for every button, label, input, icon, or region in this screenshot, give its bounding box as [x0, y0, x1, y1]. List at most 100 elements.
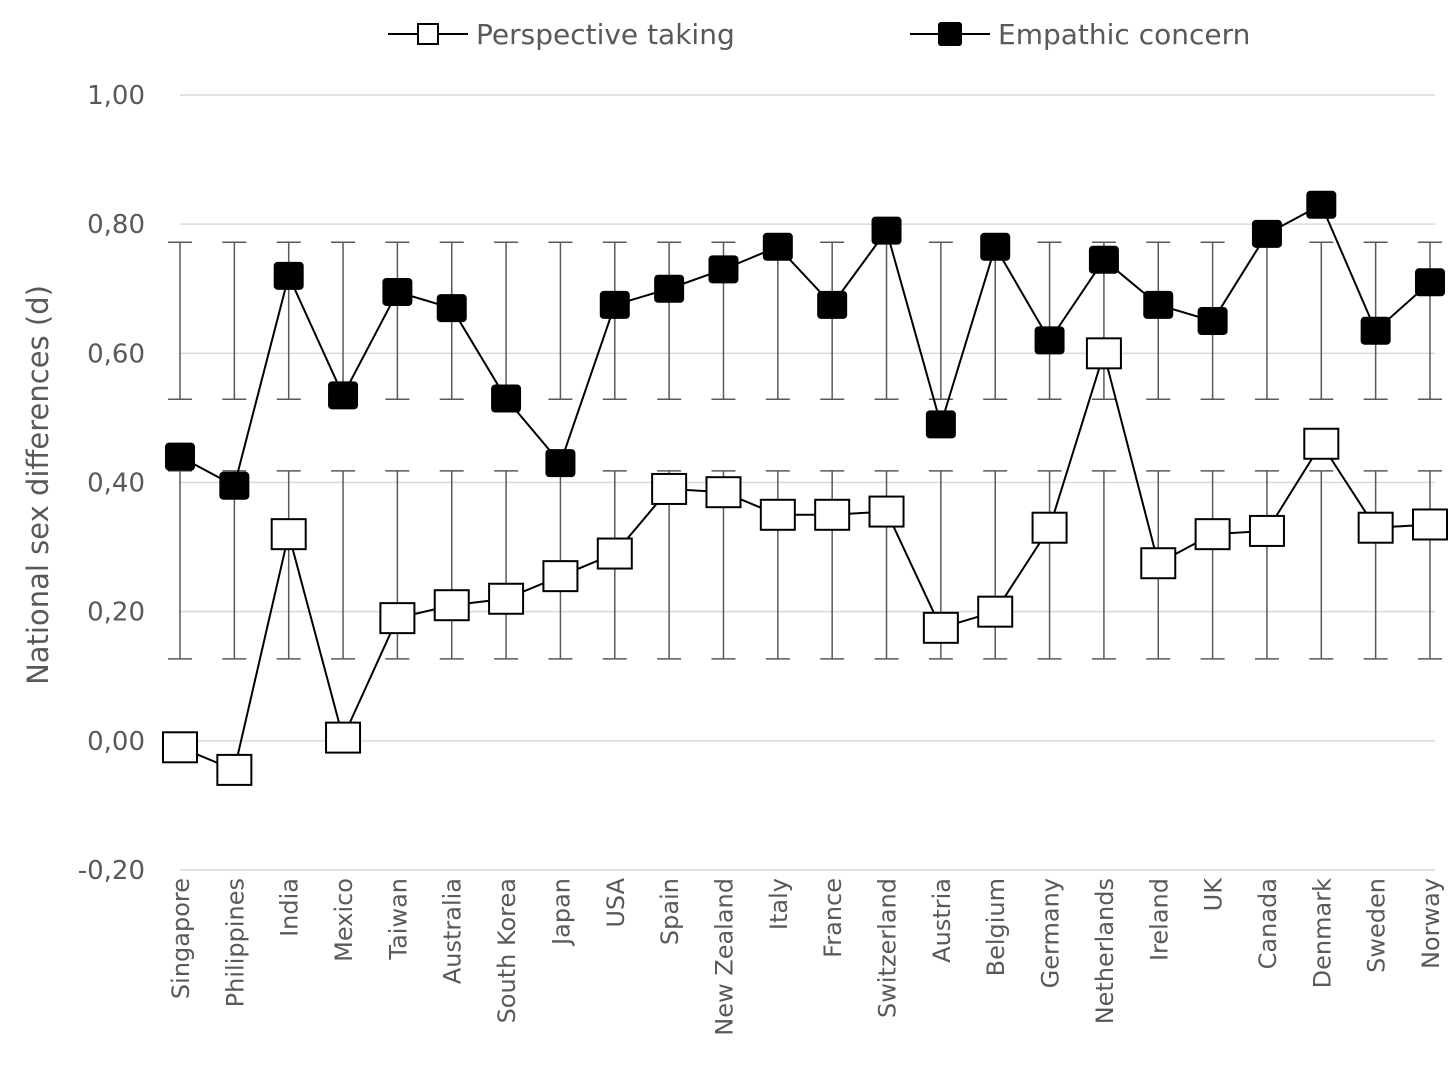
legend: Perspective taking Empathic concern [388, 18, 1250, 51]
data-point-perspective-taking [759, 498, 796, 531]
data-point-perspective-taking [488, 582, 525, 615]
x-category-label: Netherlands [1091, 878, 1119, 1024]
data-point-empathic-concern [1034, 326, 1065, 355]
data-point-perspective-taking [1412, 508, 1448, 541]
series-line-empathic-concern [179, 203, 1431, 488]
error-bar [820, 241, 845, 400]
data-point-perspective-taking [1194, 518, 1231, 551]
x-category-label: Switzerland [874, 878, 902, 1018]
error-bar [222, 241, 247, 400]
y-tick-label: 0,60 [87, 339, 145, 369]
data-point-perspective-taking [162, 731, 198, 764]
data-point-empathic-concern [273, 261, 304, 290]
error-bar [1309, 470, 1334, 660]
x-category-label: Taiwan [384, 878, 412, 961]
data-point-empathic-concern [1415, 268, 1445, 297]
data-point-empathic-concern [654, 274, 685, 303]
series-markers [162, 190, 1448, 786]
data-point-perspective-taking [1303, 427, 1340, 460]
error-bar [439, 470, 464, 660]
data-point-perspective-taking [325, 721, 362, 754]
data-point-empathic-concern [328, 381, 359, 410]
x-category-label: Spain [656, 878, 684, 945]
data-point-perspective-taking [216, 753, 253, 786]
error-bar [1418, 241, 1442, 400]
error-bar [548, 241, 573, 400]
error-bar [983, 470, 1008, 660]
x-category-label: India [276, 878, 304, 937]
data-point-empathic-concern [1088, 245, 1119, 274]
data-point-empathic-concern [817, 290, 848, 319]
x-category-label: USA [602, 877, 630, 927]
x-category-label: Austria [928, 878, 956, 963]
error-bar [1037, 241, 1062, 400]
series-line-perspective-taking [179, 349, 1431, 772]
error-bar [602, 241, 627, 400]
data-point-perspective-taking [651, 472, 688, 505]
x-category-label: Mexico [330, 878, 358, 962]
error-bar [765, 241, 790, 400]
error-bar [1363, 470, 1388, 660]
y-tick-label: 0,80 [87, 210, 145, 240]
x-category-label: UK [1200, 877, 1228, 912]
gridlines [180, 94, 1435, 871]
error-bar [385, 241, 410, 400]
x-category-label: Australia [439, 878, 467, 984]
error-bar [276, 470, 301, 660]
error-bar [874, 241, 899, 400]
data-point-perspective-taking [1140, 547, 1177, 580]
data-point-perspective-taking [379, 602, 416, 635]
error-bar [1200, 470, 1225, 660]
legend-label-empathic-concern: Empathic concern [998, 18, 1250, 51]
data-point-perspective-taking [977, 595, 1014, 628]
error-bar [1254, 470, 1279, 660]
error-bar [1146, 241, 1171, 400]
data-point-empathic-concern [219, 471, 250, 500]
y-tick-label: -0,20 [78, 856, 145, 886]
data-point-perspective-taking [596, 537, 633, 570]
y-axis-label: National sex differences (d) [21, 285, 55, 685]
error-bar [1037, 470, 1062, 660]
data-point-perspective-taking [814, 498, 851, 531]
legend-marker-perspective-taking [417, 23, 439, 45]
x-category-label: Italy [765, 878, 793, 930]
data-point-empathic-concern [871, 216, 902, 245]
data-point-empathic-concern [1197, 307, 1228, 336]
x-category-label: France [819, 878, 847, 958]
data-point-empathic-concern [1306, 190, 1337, 219]
error-bar [928, 241, 953, 400]
error-bar [1091, 470, 1116, 660]
y-tick-label: 1,00 [87, 81, 145, 111]
x-category-label: Philippines [221, 878, 249, 1007]
error-bar [1418, 470, 1442, 660]
data-point-empathic-concern [436, 294, 467, 323]
y-tick-label: 0,00 [87, 727, 145, 757]
x-category-label: Canada [1254, 878, 1282, 969]
x-category-label: Singapore [167, 878, 195, 999]
data-point-perspective-taking [433, 589, 470, 622]
data-point-empathic-concern [165, 442, 195, 471]
data-point-perspective-taking [1248, 514, 1285, 547]
data-point-perspective-taking [542, 560, 579, 593]
error-bar [1309, 241, 1334, 400]
data-point-empathic-concern [1251, 219, 1282, 248]
data-point-perspective-taking [868, 495, 905, 528]
x-category-label: South Korea [493, 878, 521, 1023]
data-point-empathic-concern [708, 255, 739, 284]
y-tick-label: 0,20 [87, 598, 145, 628]
data-point-empathic-concern [1360, 316, 1391, 345]
data-point-empathic-concern [599, 290, 630, 319]
x-axis-categories: Singapore Philippines India Mexico Taiwan Aus… [167, 877, 1445, 1036]
error-bar [168, 241, 192, 400]
data-point-empathic-concern [491, 384, 522, 413]
data-point-perspective-taking [705, 476, 742, 509]
error-bar [168, 470, 192, 660]
data-point-empathic-concern [545, 449, 576, 478]
error-bar [222, 470, 247, 660]
data-point-empathic-concern [925, 410, 956, 439]
x-category-label: Japan [547, 878, 575, 947]
error-bars [168, 241, 1442, 660]
y-tick-label: 0,40 [87, 469, 145, 499]
x-category-label: Norway [1417, 878, 1445, 969]
